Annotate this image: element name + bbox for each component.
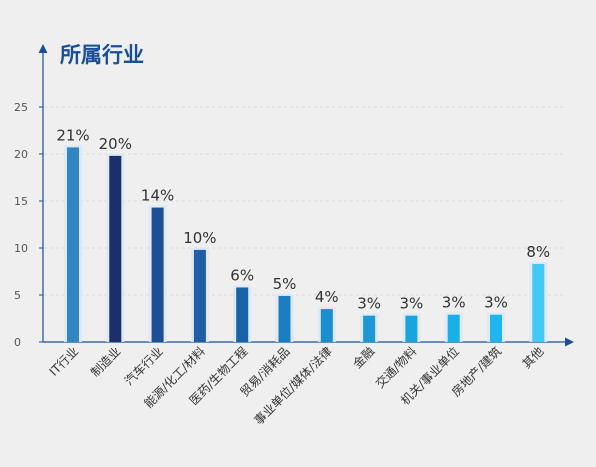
axis-layer: 所属行业	[38, 43, 574, 347]
data-label: 3%	[442, 294, 466, 312]
bar	[278, 295, 291, 342]
data-label: 14%	[141, 187, 174, 205]
data-label: 3%	[400, 295, 424, 313]
data-label: 10%	[183, 229, 216, 247]
y-tick-label: 25	[14, 101, 28, 114]
data-label: 6%	[230, 266, 254, 284]
bar	[320, 309, 333, 342]
grid-layer	[44, 106, 566, 296]
category-label: 制造业	[88, 344, 123, 379]
category-label: 其他	[520, 344, 547, 371]
data-label: 3%	[484, 294, 508, 312]
bar	[405, 315, 418, 342]
category-label: 金融	[350, 344, 378, 372]
y-tick-label: 15	[14, 195, 28, 208]
category-label: 汽车行业	[121, 344, 166, 389]
bar	[109, 155, 122, 342]
category-label: IT行业	[47, 344, 82, 379]
y-axis-arrow-icon	[38, 44, 48, 53]
bar	[447, 314, 460, 342]
y-tick-label: 20	[14, 148, 28, 161]
data-label: 20%	[99, 135, 132, 153]
bar	[151, 207, 164, 342]
data-label: 21%	[56, 126, 89, 144]
category-label: 事业单位/媒体/法律	[251, 344, 335, 428]
bar	[193, 249, 206, 342]
bar	[490, 314, 502, 342]
data-label: 8%	[526, 243, 550, 261]
bar	[67, 147, 79, 342]
data-label: 5%	[273, 275, 297, 293]
y-axis-title: 所属行业	[60, 43, 144, 67]
x-axis-arrow-icon	[565, 337, 574, 347]
y-tick-label: 10	[14, 242, 28, 255]
y-tick-label: 0	[14, 336, 21, 349]
bar	[236, 287, 249, 342]
bar-layer	[64, 145, 548, 342]
bar	[363, 315, 376, 342]
tick-layer: 0 5 10 15 20 25	[14, 101, 43, 349]
data-label: 3%	[357, 295, 381, 313]
bar	[532, 263, 545, 342]
data-label: 4%	[315, 288, 339, 306]
y-tick-label: 5	[14, 289, 21, 302]
